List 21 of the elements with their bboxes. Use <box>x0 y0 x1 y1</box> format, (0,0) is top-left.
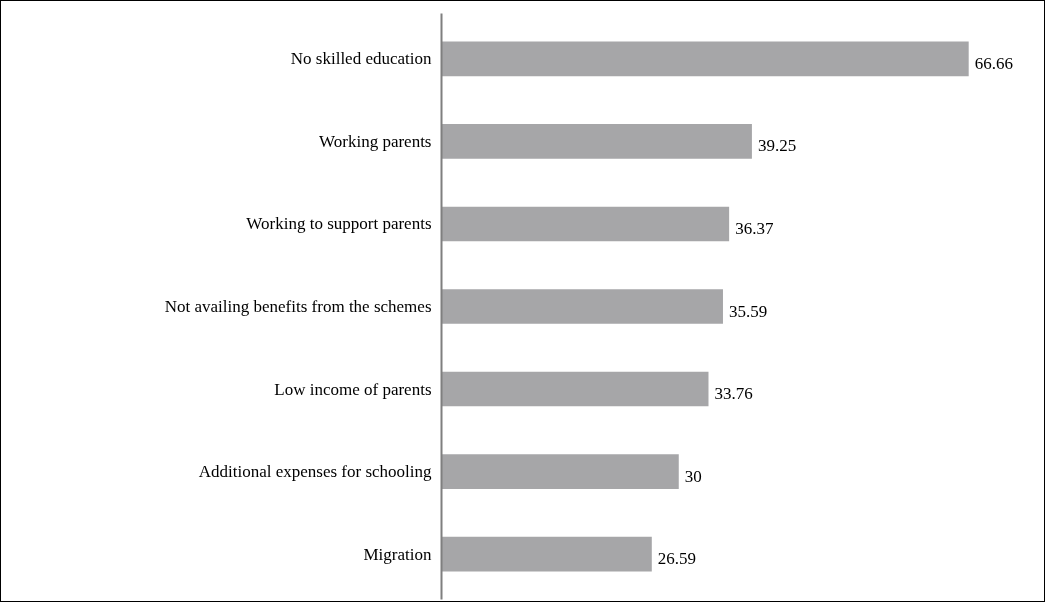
y-tick-label: Additional expenses for schooling <box>198 462 432 482</box>
y-tick-label: No skilled education <box>290 49 432 69</box>
data-label: 66.66 <box>974 53 1013 73</box>
data-label: 33.76 <box>714 384 753 404</box>
data-label: 26.59 <box>657 549 697 569</box>
bar <box>441 289 723 324</box>
y-tick-label: Working to support parents <box>246 214 432 234</box>
y-tick-label: Working parents <box>319 131 432 151</box>
bar <box>441 41 969 77</box>
bar <box>441 371 709 407</box>
data-label: 30 <box>684 466 702 486</box>
bar <box>441 454 679 489</box>
data-label: 39.25 <box>757 136 797 156</box>
bar <box>441 536 652 572</box>
y-tick-label: Low income of parents <box>274 379 432 399</box>
y-tick-label: Not availing benefits from the schemes <box>164 297 432 316</box>
bar <box>441 206 730 242</box>
data-label: 36.37 <box>735 218 774 238</box>
y-tick-label: Migration <box>363 544 432 564</box>
bar <box>441 124 752 159</box>
data-label: 35.59 <box>728 301 768 321</box>
